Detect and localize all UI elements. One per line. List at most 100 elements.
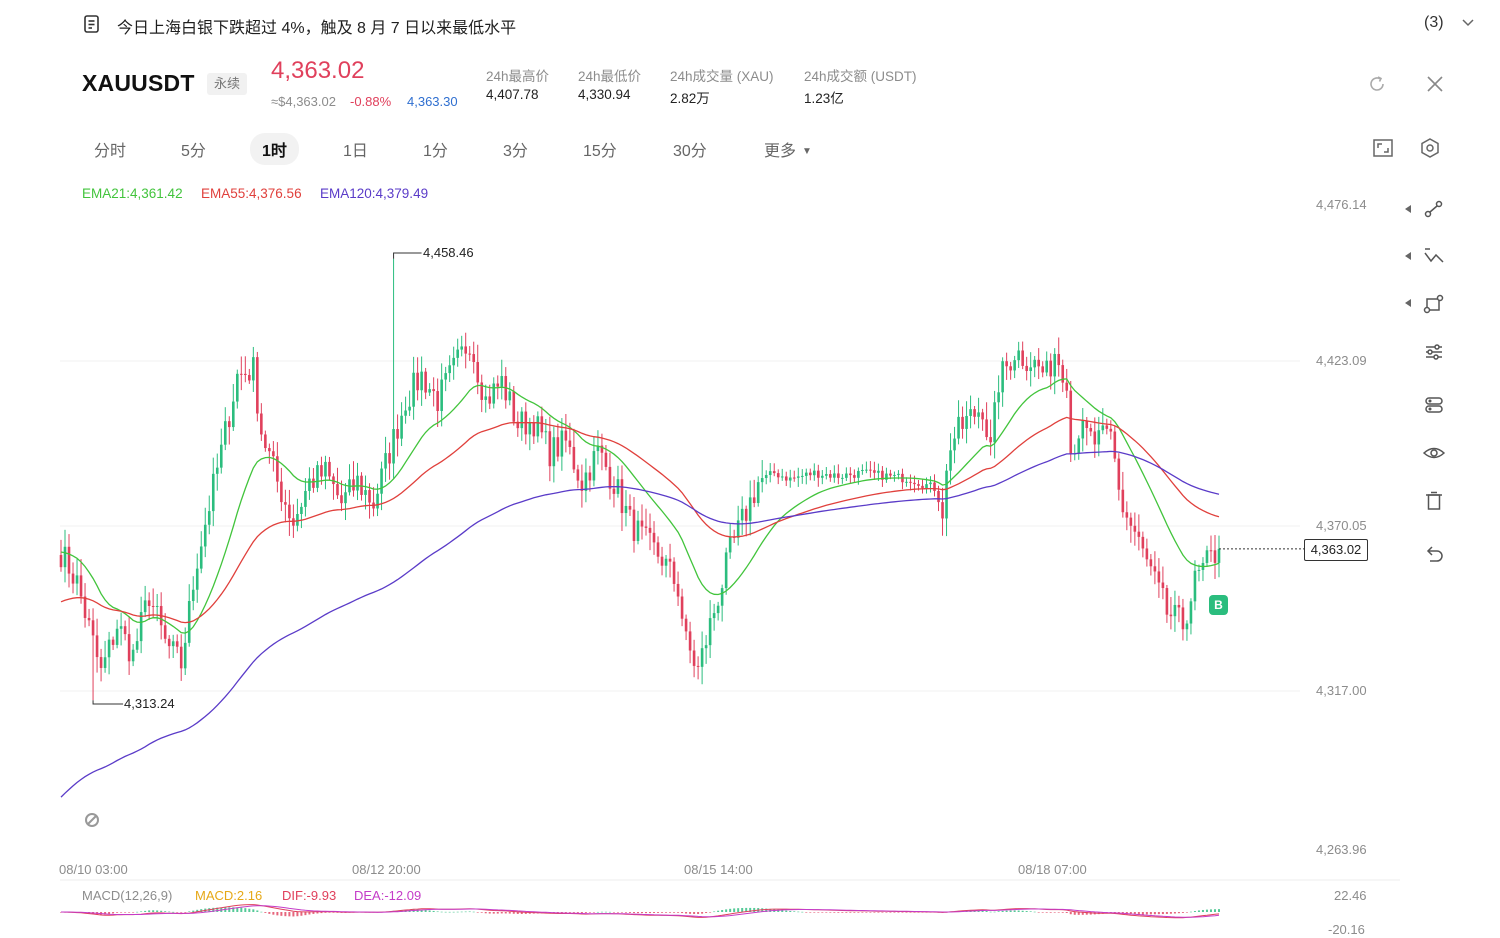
shape-tool-icon[interactable] xyxy=(1422,292,1446,316)
candle-body xyxy=(829,474,832,478)
macd-bar xyxy=(673,912,676,913)
macd-bar xyxy=(456,911,459,913)
candle-body xyxy=(400,415,403,439)
candle-body xyxy=(380,468,383,494)
candle-body xyxy=(408,406,411,411)
macd-bar xyxy=(504,912,507,914)
candle-body xyxy=(917,484,920,486)
candle-body xyxy=(716,605,720,614)
expand-arrow-icon[interactable] xyxy=(1405,299,1411,307)
candle-body xyxy=(1033,359,1036,368)
candle-body xyxy=(288,504,291,519)
macd-bar xyxy=(777,909,780,912)
tab-30m[interactable]: 30分 xyxy=(673,143,707,160)
candle-body xyxy=(264,434,267,449)
candle-body xyxy=(364,490,367,495)
candle-body xyxy=(292,518,295,526)
macd-bar xyxy=(809,912,812,913)
buy-signal-marker[interactable]: B xyxy=(1209,595,1228,615)
kline-chart[interactable] xyxy=(0,170,1400,938)
ema120-legend: EMA120:4,379.49 xyxy=(320,186,429,201)
candle-body xyxy=(236,373,239,402)
candle-body xyxy=(191,589,195,601)
tab-5m[interactable]: 5分 xyxy=(181,143,206,160)
candle-body xyxy=(1065,382,1069,391)
tab-1m[interactable]: 1分 xyxy=(423,143,448,160)
x-tick-label: 08/12 20:00 xyxy=(352,862,421,877)
macd-bar xyxy=(853,912,856,913)
macd-bar xyxy=(849,912,852,913)
candle-body xyxy=(909,481,912,483)
candle-body xyxy=(83,596,87,618)
tab-more[interactable]: 更多 ▼ xyxy=(764,137,812,161)
chevron-down-icon[interactable] xyxy=(1460,14,1476,30)
candle-body xyxy=(760,478,764,483)
undo-icon[interactable] xyxy=(1422,542,1446,566)
symbol-name[interactable]: XAUUSDT xyxy=(82,70,195,96)
ema120-line xyxy=(60,450,1220,798)
macd-bar xyxy=(857,912,860,913)
indicator-settings-icon[interactable] xyxy=(1422,340,1446,364)
settings-icon[interactable] xyxy=(1419,137,1441,159)
macd-bar xyxy=(1133,912,1136,915)
candle-body xyxy=(360,475,363,495)
macd-bar xyxy=(1169,912,1172,914)
candle-body xyxy=(620,479,624,514)
y-tick-label: 4,263.96 xyxy=(1316,842,1367,857)
candle-body xyxy=(107,639,111,658)
layers-icon[interactable] xyxy=(1422,393,1446,417)
trend-tool-icon[interactable] xyxy=(1422,245,1446,269)
candle-body xyxy=(700,648,704,667)
tab-3m[interactable]: 3分 xyxy=(503,143,528,160)
candle-body xyxy=(608,466,612,489)
candle-body xyxy=(688,631,692,651)
tab-time-sharing[interactable]: 分时 xyxy=(94,143,127,160)
macd-bar xyxy=(1009,910,1012,912)
macd-bar xyxy=(897,912,900,913)
macd-bar xyxy=(697,912,700,915)
candle-body xyxy=(752,497,756,504)
dif-line xyxy=(60,904,1220,919)
expand-arrow-icon[interactable] xyxy=(1405,205,1411,213)
macd-bar xyxy=(468,911,471,913)
macd-bar xyxy=(116,912,119,913)
candle-body xyxy=(720,588,724,606)
macd-bar xyxy=(641,912,644,914)
candle-body xyxy=(764,475,768,479)
macd-bar xyxy=(1081,912,1084,915)
candle-body xyxy=(1125,512,1129,518)
candle-body xyxy=(568,440,572,447)
macd-bar xyxy=(488,912,491,914)
candle-body xyxy=(336,484,339,496)
stat-label-turnover: 24h成交额 (USDT) xyxy=(804,69,917,84)
macd-bar xyxy=(164,911,167,912)
ema55-legend: EMA55:4,376.56 xyxy=(201,186,302,201)
tab-1h[interactable]: 1时 xyxy=(250,133,299,165)
candle-body xyxy=(1069,390,1073,455)
tab-15m[interactable]: 15分 xyxy=(583,143,617,160)
eye-icon[interactable] xyxy=(1422,441,1446,465)
macd-bar xyxy=(228,907,231,912)
trash-icon[interactable] xyxy=(1422,489,1446,513)
fullscreen-icon[interactable] xyxy=(1372,137,1394,159)
macd-bar xyxy=(737,908,740,912)
candle-body xyxy=(219,444,223,468)
macd-bar xyxy=(1218,909,1220,912)
candle-body xyxy=(296,514,299,526)
refresh-icon[interactable] xyxy=(1366,73,1388,95)
candle-body xyxy=(91,620,95,636)
expand-arrow-icon[interactable] xyxy=(1405,252,1411,260)
candle-body xyxy=(1181,607,1185,630)
line-tool-icon[interactable] xyxy=(1422,197,1446,221)
candle-body xyxy=(396,429,399,439)
macd-bar xyxy=(713,911,716,913)
min-price-marker xyxy=(92,700,124,705)
candle-body xyxy=(564,430,568,441)
news-bar[interactable]: 今日上海白银下跌超过 4%，触及 8 月 7 日以来最低水平 (3) xyxy=(0,0,1500,48)
tab-1d[interactable]: 1日 xyxy=(343,143,368,160)
macd-bar xyxy=(1001,910,1004,912)
news-headline[interactable]: 今日上海白银下跌超过 4%，触及 8 月 7 日以来最低水平 xyxy=(117,20,517,37)
macd-bar xyxy=(632,912,635,914)
close-icon[interactable] xyxy=(1424,73,1446,95)
macd-bar xyxy=(184,912,187,913)
